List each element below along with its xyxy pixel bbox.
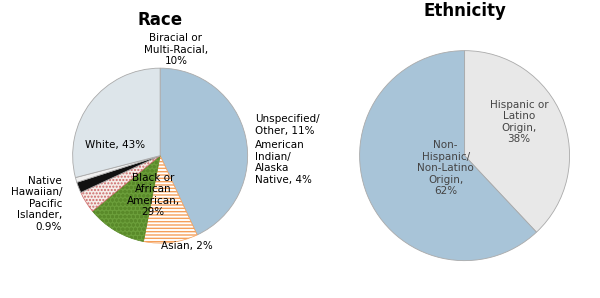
Wedge shape [359, 51, 536, 261]
Wedge shape [160, 68, 248, 235]
Wedge shape [73, 68, 160, 178]
Title: Ethnicity: Ethnicity [423, 2, 506, 20]
Text: White, 43%: White, 43% [85, 140, 145, 150]
Text: Non-
Hispanic/
Non-Latino
Origin,
62%: Non- Hispanic/ Non-Latino Origin, 62% [418, 140, 474, 196]
Text: Hispanic or
Latino
Origin,
38%: Hispanic or Latino Origin, 38% [490, 100, 548, 145]
Text: Asian, 2%: Asian, 2% [161, 241, 212, 252]
Text: American
Indian/
Alaska
Native, 4%: American Indian/ Alaska Native, 4% [254, 140, 311, 185]
Text: Unspecified/
Other, 11%: Unspecified/ Other, 11% [254, 114, 319, 136]
Text: Biracial or
Multi-Racial,
10%: Biracial or Multi-Racial, 10% [144, 33, 208, 66]
Text: Native
Hawaiian/
Pacific
Islander,
0.9%: Native Hawaiian/ Pacific Islander, 0.9% [11, 176, 62, 232]
Wedge shape [143, 156, 197, 243]
Wedge shape [76, 156, 160, 182]
Wedge shape [464, 51, 569, 232]
Title: Race: Race [137, 11, 182, 29]
Wedge shape [81, 156, 160, 211]
Wedge shape [77, 156, 160, 193]
Text: Black or
African
American,
29%: Black or African American, 29% [127, 173, 179, 218]
Wedge shape [92, 156, 160, 242]
